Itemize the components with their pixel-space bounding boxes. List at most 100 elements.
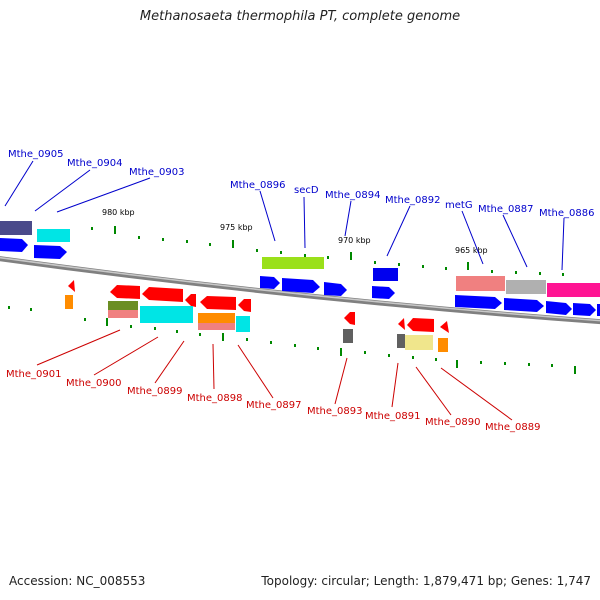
cds-arrow-forward (573, 303, 596, 316)
tick-major (574, 366, 576, 374)
feature-bar (405, 335, 433, 350)
leader-line (461, 210, 484, 265)
tick-major (106, 318, 108, 326)
gene-label-forward: metG (445, 200, 473, 211)
leader-line (154, 340, 185, 384)
gene-label-forward: Mthe_0904 (67, 158, 123, 169)
scale-label-975: 975 kbp (220, 223, 253, 232)
gene-label-forward: Mthe_0903 (129, 167, 185, 178)
cds-arrow-reverse (110, 285, 140, 299)
scale-label-980: 980 kbp (102, 208, 135, 217)
tick-minor (246, 338, 248, 341)
feature-bar (456, 276, 505, 291)
tick-minor (176, 330, 178, 333)
tick-minor (398, 263, 400, 266)
tick-minor (504, 362, 506, 365)
gene-label-forward: Mthe_0892 (385, 195, 441, 206)
tick-minor (186, 240, 188, 243)
leader-line (259, 190, 276, 242)
tick-major (350, 252, 352, 260)
tick-major (467, 262, 469, 270)
tick-minor (317, 347, 319, 350)
tick-minor (480, 361, 482, 364)
leader-line (440, 367, 513, 421)
tick-minor (270, 341, 272, 344)
tick-major (114, 226, 116, 234)
tick-minor (8, 306, 10, 309)
cds-arrow-forward (282, 278, 320, 293)
feature-bar (198, 313, 235, 323)
tick-minor (539, 272, 541, 275)
leader-line (4, 160, 34, 207)
cds-arrow-forward (455, 295, 502, 309)
tick-minor (562, 273, 564, 276)
gene-label-reverse: Mthe_0889 (485, 422, 541, 433)
cds-arrow-forward (260, 276, 280, 289)
tick-major (456, 360, 458, 368)
feature-bar (547, 283, 600, 297)
genome-summary-text: Topology: circular; Length: 1,879,471 bp… (261, 574, 591, 588)
minor-ticks-upper (91, 227, 564, 276)
gene-label-forward: Mthe_0886 (539, 208, 595, 219)
genome-backbone (0, 256, 600, 325)
tick-minor (491, 270, 493, 273)
gene-label-reverse: Mthe_0898 (187, 393, 243, 404)
leader-line (502, 214, 528, 268)
tick-major (232, 240, 234, 248)
tick-minor (256, 249, 258, 252)
feature-bar (108, 310, 138, 318)
leader-line (303, 196, 306, 249)
feature-bar (108, 301, 138, 310)
tick-minor (294, 344, 296, 347)
tick-minor (304, 254, 306, 257)
cds-arrow-forward (504, 298, 544, 312)
gene-label-reverse: Mthe_0897 (246, 400, 302, 411)
tick-minor (327, 256, 329, 259)
tick-minor (162, 238, 164, 241)
leader-line (415, 366, 452, 416)
scale-label-965: 965 kbp (455, 246, 488, 255)
gene-label-forward: Mthe_0894 (325, 190, 381, 201)
gene-label-reverse: Mthe_0901 (6, 369, 62, 380)
gene-label-reverse: Mthe_0899 (127, 386, 183, 397)
feature-bar (397, 334, 405, 348)
tick-minor (154, 327, 156, 330)
cds-arrow-forward (546, 301, 572, 315)
forward-leaders (4, 160, 565, 271)
feature-bar (140, 306, 193, 323)
forward-cds (0, 238, 600, 316)
cds-arrow-reverse (200, 296, 236, 310)
feature-bar (65, 295, 73, 309)
leader-line (93, 336, 159, 376)
accession-text: Accession: NC_008553 (9, 574, 146, 588)
tick-minor (199, 333, 201, 336)
feature-bar (0, 221, 32, 235)
cds-arrow-forward (324, 282, 347, 296)
leader-line (212, 343, 215, 390)
leader-line (56, 177, 151, 213)
leader-line (561, 217, 565, 271)
leader-line (344, 200, 352, 237)
reverse-cds (68, 280, 449, 333)
map-title: Methanosaeta thermophila PT, complete ge… (139, 9, 461, 24)
tick-minor (551, 364, 553, 367)
gene-label-forward: Mthe_0905 (8, 149, 64, 160)
feature-bar (506, 280, 546, 294)
feature-bar (343, 329, 353, 343)
tick-major (340, 348, 342, 356)
cds-arrow-reverse (238, 299, 251, 312)
cds-arrow-forward (34, 245, 67, 259)
cds-arrow-reverse (407, 318, 434, 332)
cds-arrow-reverse (142, 287, 183, 302)
tick-minor (130, 325, 132, 328)
tick-minor (30, 308, 32, 311)
tick-minor (422, 265, 424, 268)
forward-feature-bars (0, 221, 600, 297)
forward-labels: Mthe_0905 Mthe_0904 Mthe_0903 Mthe_0896 … (8, 149, 595, 219)
tick-minor (388, 354, 390, 357)
cds-arrow-forward (372, 286, 395, 299)
gene-label-reverse: Mthe_0891 (365, 411, 421, 422)
reverse-feature-bars (65, 295, 448, 352)
leader-line (386, 205, 411, 257)
